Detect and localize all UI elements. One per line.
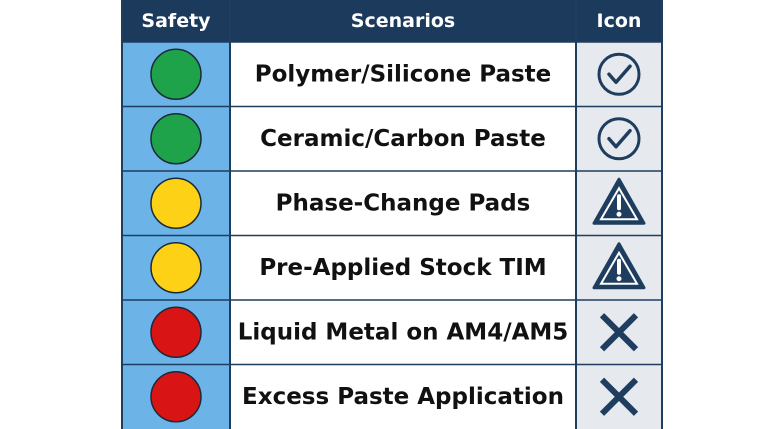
safety-indicator <box>150 242 202 294</box>
check-icon <box>597 52 641 96</box>
header-bar <box>122 0 662 42</box>
icon-cell <box>576 106 662 171</box>
scenario-text: Liquid Metal on AM4/AM5 <box>238 319 569 345</box>
cross-icon <box>599 313 639 352</box>
check-mark <box>607 64 632 84</box>
scenario-text: Excess Paste Application <box>242 384 564 410</box>
check-mark <box>607 129 632 149</box>
warning-dot <box>616 276 622 282</box>
scenario-cell <box>230 106 576 171</box>
scenario-cell <box>230 300 576 365</box>
cross-icon <box>599 377 639 416</box>
scenario-cell <box>230 235 576 300</box>
scenario-text: Pre-Applied Stock TIM <box>259 255 546 281</box>
safety-indicator <box>150 113 202 165</box>
icon-cell <box>576 42 662 107</box>
scenario-cell <box>230 364 576 429</box>
scenario-cell <box>230 42 576 107</box>
safety-indicator <box>150 177 202 229</box>
safety-indicator <box>150 306 202 358</box>
header-cell: Scenarios <box>351 10 455 32</box>
scenario-cell <box>230 171 576 236</box>
warning-dot <box>616 211 622 217</box>
scenario-text: Phase-Change Pads <box>276 190 531 216</box>
safety-indicator <box>150 371 202 423</box>
header-cell: Safety <box>141 10 211 32</box>
check-icon <box>597 117 641 161</box>
table-body: Polymer/Silicone Paste Ceramic/Carbon Pas… <box>121 0 663 429</box>
scenario-text: Polymer/Silicone Paste <box>255 61 552 87</box>
scenario-text: Ceramic/Carbon Paste <box>260 126 546 152</box>
safety-indicator <box>150 48 202 100</box>
header-cell: Icon <box>597 10 642 32</box>
